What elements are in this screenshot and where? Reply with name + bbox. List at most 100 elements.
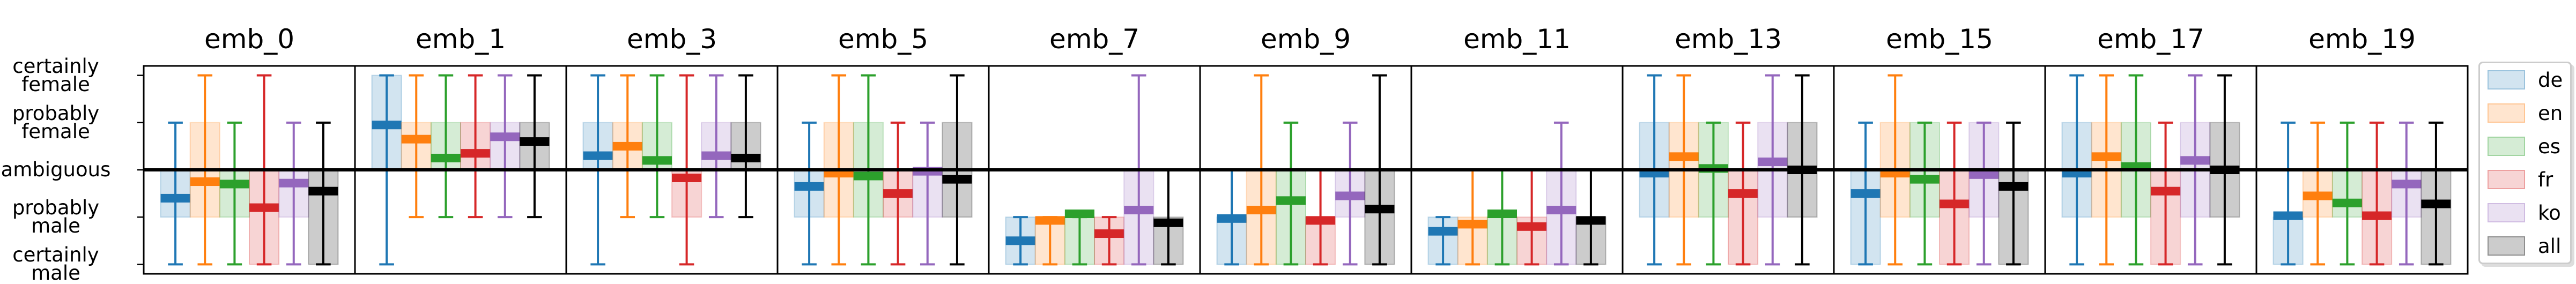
- legend-entry: ko: [2480, 196, 2570, 229]
- box: [1123, 169, 1154, 265]
- median-bar: [2180, 156, 2210, 165]
- median-bar: [1850, 189, 1881, 198]
- median-bar: [1487, 210, 1517, 219]
- median-bar: [490, 132, 520, 141]
- legend-label: fr: [2538, 168, 2553, 191]
- subplot-title: emb_7: [1049, 24, 1139, 55]
- box: [490, 122, 521, 170]
- subplot: emb_19: [2255, 24, 2469, 275]
- median-bar: [1517, 222, 1547, 231]
- box: [1094, 216, 1125, 265]
- legend-swatch: [2488, 170, 2525, 189]
- median-bar: [1124, 205, 1154, 214]
- box: [278, 169, 309, 218]
- subplot: emb_13: [1622, 24, 1835, 275]
- median-bar: [1969, 170, 1999, 179]
- box: [2272, 216, 2304, 265]
- subplot: emb_9: [1199, 24, 1412, 275]
- median-bar: [279, 178, 309, 188]
- box: [1850, 169, 1881, 265]
- subplot: emb_3: [565, 24, 779, 275]
- legend-swatch: [2488, 70, 2525, 89]
- median-bar: [1365, 205, 1395, 214]
- subplot-title: emb_19: [2308, 24, 2416, 55]
- subplot: emb_17: [2044, 24, 2257, 275]
- median-bar: [190, 177, 220, 186]
- median-bar: [2091, 152, 2121, 161]
- median-bar: [1909, 175, 1940, 184]
- y-tick-label: probably female: [12, 101, 100, 143]
- box: [701, 122, 732, 170]
- y-tick-label: ambiguous: [1, 158, 111, 181]
- median-bar: [1758, 158, 1788, 167]
- median-bar: [249, 203, 279, 212]
- median-bar: [401, 134, 431, 144]
- legend-entry: de: [2480, 63, 2570, 96]
- legend-label: ko: [2538, 201, 2561, 225]
- median-bar: [2151, 186, 2181, 196]
- median-bar: [731, 153, 761, 162]
- legend-label: es: [2538, 134, 2561, 158]
- box: [1364, 169, 1395, 265]
- median-bar: [883, 189, 913, 198]
- subplot: emb_5: [776, 24, 990, 275]
- legend-label: de: [2538, 68, 2563, 92]
- subplot: emb_11: [1410, 24, 1624, 275]
- median-bar: [1246, 205, 1276, 214]
- median-bar: [1217, 214, 1247, 223]
- box: [308, 169, 339, 265]
- legend-swatch: [2488, 203, 2525, 222]
- box: [2420, 169, 2452, 265]
- median-bar: [1576, 216, 1606, 225]
- box: [219, 169, 250, 218]
- median-bar: [853, 171, 883, 181]
- subplot-title: emb_13: [1675, 24, 1782, 55]
- legend-entry: en: [2480, 96, 2570, 130]
- median-bar: [2303, 191, 2333, 200]
- box: [1546, 169, 1577, 265]
- y-tick-label: certainly male: [12, 243, 99, 284]
- box: [1728, 169, 1759, 265]
- subplot-title: emb_5: [838, 24, 928, 55]
- median-bar: [2273, 211, 2303, 220]
- median-bar: [794, 182, 824, 191]
- median-bar: [1306, 216, 1336, 225]
- box: [1064, 216, 1095, 265]
- subplot-title: emb_15: [1886, 24, 1993, 55]
- box: [2391, 169, 2422, 218]
- box: [519, 122, 550, 170]
- subplot-title: emb_3: [627, 24, 717, 55]
- box: [1427, 216, 1459, 265]
- median-bar: [431, 153, 461, 162]
- median-bar: [1335, 191, 1365, 200]
- box: [430, 122, 462, 170]
- median-bar: [583, 151, 613, 160]
- box: [1034, 216, 1065, 265]
- median-bar: [1669, 152, 1699, 161]
- subplot-title: emb_1: [416, 24, 506, 55]
- median-bar: [461, 149, 491, 158]
- median-bar: [2392, 180, 2422, 189]
- box: [1575, 216, 1607, 265]
- box: [912, 169, 943, 218]
- subplot-frame: [2255, 65, 2469, 275]
- box: [582, 122, 613, 170]
- box: [1246, 169, 1277, 265]
- box: [1275, 169, 1307, 265]
- median-bar: [160, 193, 190, 203]
- legend-swatch: [2488, 137, 2525, 156]
- box: [730, 122, 761, 170]
- median-bar: [372, 121, 402, 130]
- median-bar: [2332, 198, 2362, 207]
- legend: de en es fr ko all: [2478, 62, 2572, 264]
- subplot: emb_1: [354, 24, 567, 275]
- median-bar: [219, 180, 249, 189]
- box: [160, 169, 191, 218]
- median-bar: [520, 137, 550, 146]
- box: [2331, 169, 2363, 218]
- y-tick-label: certainly female: [12, 54, 99, 96]
- legend-entry: all: [2480, 229, 2570, 263]
- median-bar: [2421, 199, 2451, 208]
- median-bar: [1094, 229, 1124, 238]
- median-bar: [1005, 236, 1035, 245]
